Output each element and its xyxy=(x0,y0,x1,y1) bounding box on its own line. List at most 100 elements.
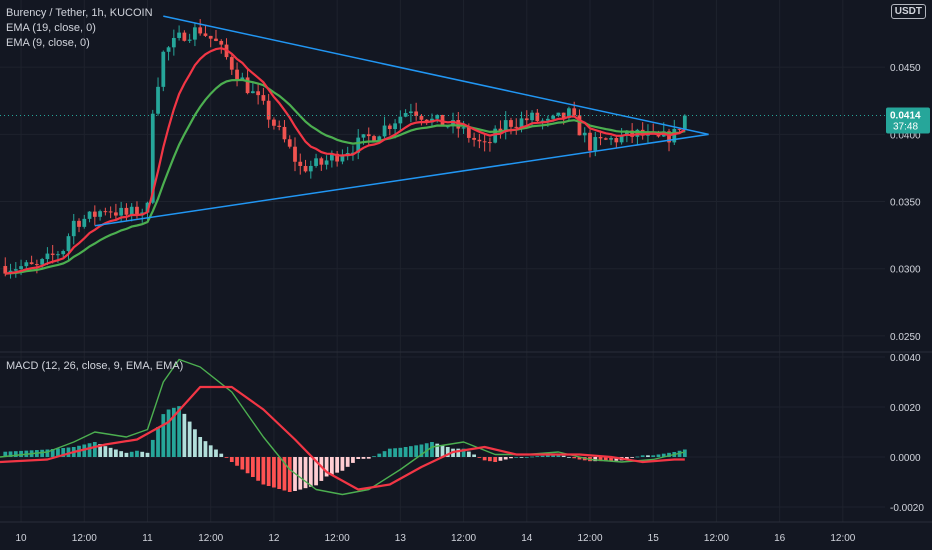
macd-legend[interactable]: MACD (12, 26, close, 9, EMA, EMA) xyxy=(6,360,184,372)
candle-body xyxy=(235,69,239,80)
candle-body xyxy=(229,57,234,70)
macd-histogram-bar xyxy=(272,457,276,488)
candle-body xyxy=(114,212,118,216)
candle-body xyxy=(193,27,197,40)
macd-histogram-bar xyxy=(656,454,661,457)
candle-body xyxy=(308,165,313,172)
macd-histogram-bar xyxy=(129,451,134,457)
candle-body xyxy=(545,118,550,121)
macd-histogram-bar xyxy=(140,451,145,457)
ema9-legend[interactable]: EMA (9, close, 0) xyxy=(6,37,90,49)
candle-body xyxy=(335,153,340,162)
macd-histogram-bar xyxy=(187,421,192,457)
candle-body xyxy=(409,111,413,114)
macd-histogram-bar xyxy=(250,457,255,477)
time-axis-label: 12:00 xyxy=(577,533,602,544)
macd-histogram-bar xyxy=(335,457,340,473)
macd-histogram-bar xyxy=(245,457,250,474)
symbol-title[interactable]: Burency / Tether, 1h, KUCOIN xyxy=(6,7,153,19)
macd-histogram-bar xyxy=(624,457,629,460)
macd-histogram-bar xyxy=(40,449,45,457)
candle-body xyxy=(66,236,71,252)
candle-body xyxy=(161,51,166,87)
macd-histogram-bar xyxy=(208,445,213,457)
candle-body xyxy=(609,138,613,140)
macd-histogram-bar xyxy=(50,449,55,457)
macd-histogram-bar xyxy=(303,457,308,489)
candle-body xyxy=(282,126,287,140)
candle-body xyxy=(319,158,324,165)
macd-histogram-bar xyxy=(366,457,371,459)
macd-histogram-bar xyxy=(603,457,608,462)
macd-histogram-bar xyxy=(667,452,671,457)
candle-body xyxy=(145,202,150,213)
price-countdown: 37:48 xyxy=(893,122,918,133)
macd-histogram-bar xyxy=(92,442,97,457)
candle-body xyxy=(435,114,440,119)
macd-histogram-bar xyxy=(461,448,466,457)
candle-body xyxy=(482,141,487,143)
candle-body xyxy=(619,135,624,143)
macd-histogram-bar xyxy=(351,457,355,463)
candle-body xyxy=(182,32,187,41)
macd-histogram-bar xyxy=(635,456,640,458)
candle-body xyxy=(108,211,113,213)
candle-body xyxy=(298,161,303,166)
macd-histogram-bar xyxy=(266,457,271,486)
candle-body xyxy=(414,111,419,116)
candle-body xyxy=(398,116,403,124)
signal-line xyxy=(0,385,685,491)
macd-histogram-bar xyxy=(445,447,450,457)
candle-body xyxy=(71,220,76,237)
macd-histogram-bar xyxy=(219,453,224,457)
macd-histogram-bar xyxy=(482,457,487,461)
macd-histogram-bar xyxy=(66,447,71,457)
candle-body xyxy=(214,38,218,41)
macd-histogram-bar xyxy=(13,451,18,457)
candle-body xyxy=(177,32,181,38)
candle-body xyxy=(272,119,276,126)
candle-body xyxy=(3,266,8,274)
macd-histogram-bar xyxy=(503,457,508,460)
time-axis-label: 12:00 xyxy=(72,533,97,544)
macd-histogram-bar xyxy=(203,441,208,457)
candle-body xyxy=(582,132,587,136)
macd-histogram-bar xyxy=(124,452,129,457)
macd-histogram-bar xyxy=(82,444,87,457)
time-axis-label: 16 xyxy=(774,533,786,544)
price-axis-label: 0.0300 xyxy=(890,265,921,276)
macd-histogram-bar xyxy=(198,437,203,457)
macd-histogram-bar xyxy=(488,457,492,462)
macd-histogram-bar xyxy=(235,457,239,466)
candle-body xyxy=(588,132,592,151)
ema19-legend[interactable]: EMA (19, close, 0) xyxy=(6,22,96,34)
macd-histogram-bar xyxy=(256,457,261,481)
macd-histogram-bar xyxy=(540,455,545,457)
macd-histogram-bar xyxy=(340,457,345,471)
macd-histogram-bar xyxy=(456,448,461,457)
candle-body xyxy=(82,218,87,227)
candle-body xyxy=(356,137,361,153)
candle-body xyxy=(451,120,455,127)
macd-histogram-bar xyxy=(535,456,540,457)
macd-histogram-bar xyxy=(477,457,482,458)
last-price-value: 0.0414 xyxy=(890,111,921,122)
candle-body xyxy=(593,137,598,151)
time-axis-label: 12:00 xyxy=(830,533,855,544)
macd-histogram-bar xyxy=(3,451,8,457)
macd-histogram-bar xyxy=(682,449,687,457)
candle-body xyxy=(135,206,139,216)
macd-histogram-bar xyxy=(135,450,139,457)
price-axis-label: 0.0350 xyxy=(890,198,921,209)
time-axis-label: 12:00 xyxy=(198,533,223,544)
macd-histogram-bar xyxy=(240,457,245,470)
macd-histogram-bar xyxy=(593,457,598,462)
macd-histogram-bar xyxy=(166,409,171,457)
candle-body xyxy=(567,108,571,119)
macd-histogram-bar xyxy=(329,457,334,475)
macd-histogram-bar xyxy=(324,457,329,477)
macd-histogram-bar xyxy=(261,457,266,485)
macd-histogram-bar xyxy=(414,445,419,457)
currency-badge[interactable]: USDT xyxy=(890,4,926,19)
